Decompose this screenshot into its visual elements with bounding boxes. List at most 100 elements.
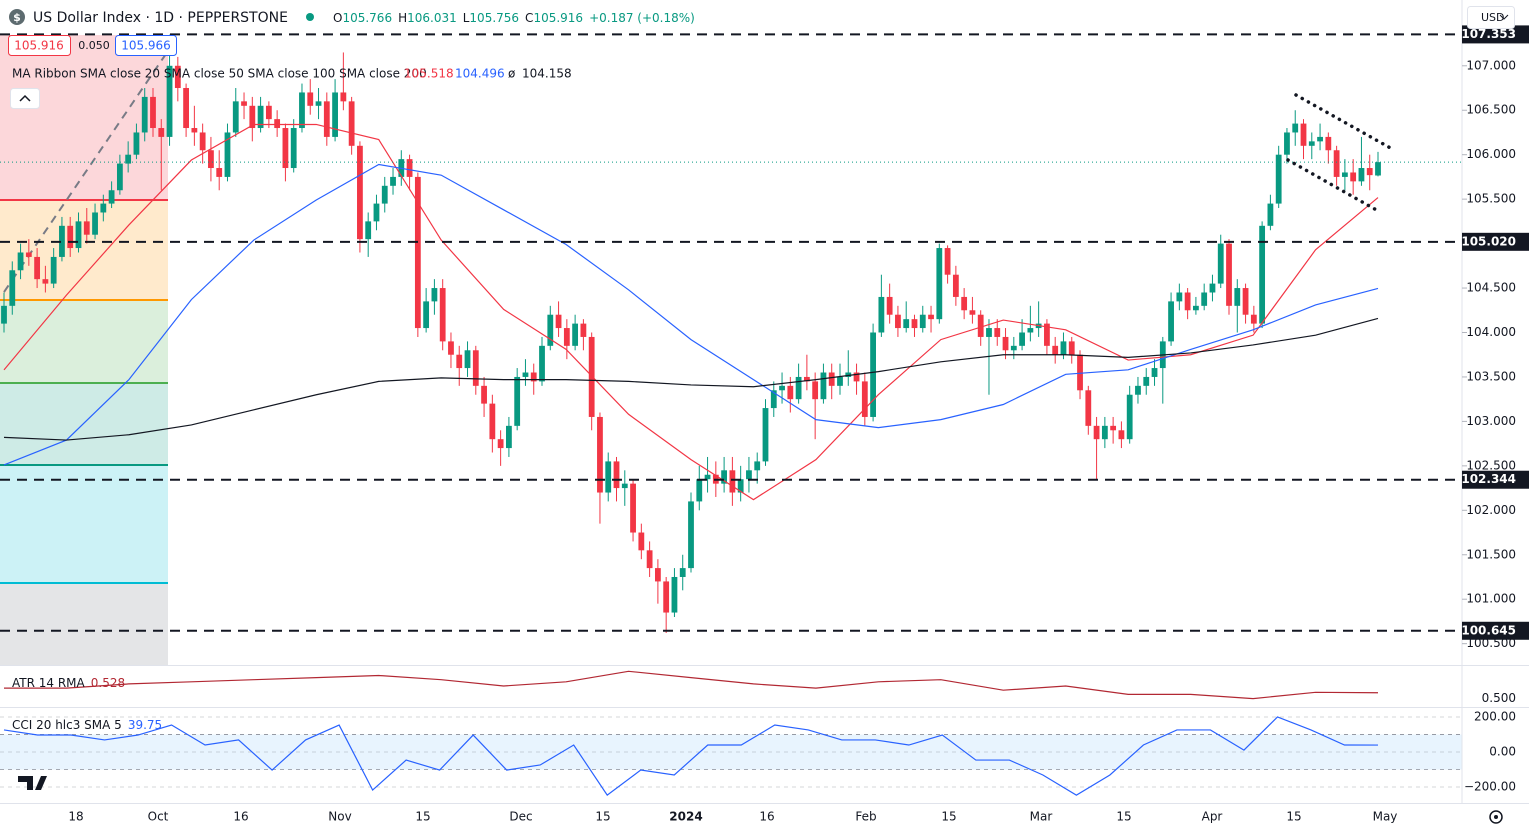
collapse-icon — [19, 94, 31, 102]
settings-icon[interactable] — [1489, 810, 1503, 824]
y-tick-label: 101.000 — [1466, 592, 1516, 606]
candle-body — [1308, 141, 1315, 146]
candle-body — [1027, 328, 1034, 333]
candle-body — [803, 376, 810, 382]
price-axis: 107.000 106.500 106.000 105.500 104.500 104.0… — [1461, 25, 1529, 794]
candle-body — [1118, 430, 1125, 440]
candle-body — [994, 328, 1001, 337]
candle-body — [1143, 376, 1150, 386]
candle-body — [348, 101, 355, 146]
candle-body — [539, 345, 545, 382]
candle-body — [961, 296, 968, 311]
candle-body — [911, 319, 918, 329]
candle-body — [464, 350, 471, 369]
candle-body — [845, 372, 852, 377]
candle-body — [1052, 345, 1059, 355]
candle-body — [746, 470, 752, 480]
y-tick-label: 106.500 — [1466, 103, 1516, 117]
candle-body — [1317, 136, 1323, 142]
candle-body — [696, 479, 703, 502]
y-tick-label: 104.000 — [1466, 325, 1516, 339]
currency-box[interactable] — [1467, 6, 1515, 29]
ma-legend-value: 104.158 — [522, 67, 572, 81]
candle-body — [928, 314, 934, 320]
candle-body — [257, 105, 264, 129]
candle-body — [150, 96, 156, 129]
symbol-title[interactable]: US Dollar Index · 1D · PEPPERSTONE — [33, 10, 288, 26]
y-tick-label: 0.00 — [1489, 745, 1516, 759]
ma-legend-glyph: ø — [508, 67, 515, 81]
candle-body — [1267, 203, 1274, 226]
candle-body — [116, 163, 123, 191]
candle-body — [563, 328, 570, 346]
candle-body — [514, 376, 521, 426]
candle-body — [448, 341, 454, 355]
collapse-button[interactable] — [10, 88, 40, 109]
x-tick-label: 15 — [1116, 810, 1131, 824]
candle-body — [265, 105, 272, 120]
candle-body — [1168, 301, 1174, 342]
candle-body — [663, 581, 670, 613]
indicator-line — [3, 716, 1379, 796]
candle-body — [274, 119, 281, 129]
candle-body — [199, 132, 206, 151]
candle-body — [373, 203, 380, 222]
candle-body — [9, 270, 16, 306]
candle-body — [588, 336, 595, 417]
sell-box[interactable] — [8, 35, 71, 56]
candle-body — [1259, 225, 1266, 324]
market-status[interactable] — [306, 13, 314, 21]
candle-body — [431, 288, 438, 302]
candle-body — [381, 185, 388, 204]
level-label-bg — [1462, 621, 1529, 640]
candle-body — [315, 101, 322, 106]
candle-body — [1325, 136, 1332, 151]
fib-band — [0, 200, 168, 300]
buy-box[interactable] — [115, 35, 177, 56]
ma-line — [3, 317, 1379, 441]
ohlc-value: 106.031 — [407, 11, 457, 25]
y-tick-label: 106.000 — [1466, 147, 1516, 161]
indicator-panes: ATR 14 RMA 0.528 CCI 20 hlc3 SMA 5 39.75 — [0, 670, 1462, 796]
candle-body — [166, 65, 173, 137]
candle-body — [572, 323, 579, 346]
symbol-icon-glyph: $ — [13, 11, 21, 24]
indicator-label: ATR 14 RMA 0.528 — [12, 676, 125, 690]
buy-price: 105.966 — [121, 39, 171, 53]
candle-body — [754, 461, 761, 471]
candle-body — [17, 252, 24, 271]
fib-retracement — [0, 35, 171, 665]
candle-body — [489, 403, 496, 440]
candle-body — [299, 92, 305, 129]
candle-body — [108, 190, 115, 204]
x-tick-label: Apr — [1202, 810, 1223, 824]
candle-body — [861, 381, 868, 417]
candle-body — [1093, 425, 1100, 440]
candle-body — [365, 221, 372, 240]
candle-body — [580, 323, 587, 337]
candle-body — [282, 128, 289, 169]
logo[interactable] — [18, 776, 47, 790]
candle-body — [812, 381, 819, 400]
candle-body — [638, 532, 645, 551]
candle-body — [721, 470, 728, 484]
candle-body — [1085, 390, 1092, 426]
candle-body — [688, 501, 694, 569]
y-tick-label: 103.500 — [1466, 369, 1516, 383]
ma-legend-values: 105.518 104.496 104.158 ø — [404, 67, 572, 81]
y-tick-label: 105.500 — [1466, 192, 1516, 206]
candle-body — [1077, 354, 1083, 391]
candle-body — [522, 372, 529, 377]
candle-body — [1350, 172, 1357, 182]
level-label: 102.344 — [1461, 472, 1516, 486]
candle-body — [605, 461, 612, 493]
x-tick-label: Dec — [509, 810, 532, 824]
candle-body — [481, 385, 487, 404]
ohlc-label: H — [398, 11, 407, 25]
y-tick-label: 101.500 — [1466, 547, 1516, 561]
x-tick-label: Mar — [1030, 810, 1053, 824]
ma-line — [3, 123, 1379, 501]
candle-body — [59, 225, 65, 257]
candle-body — [630, 483, 636, 533]
fib-band — [0, 35, 168, 200]
